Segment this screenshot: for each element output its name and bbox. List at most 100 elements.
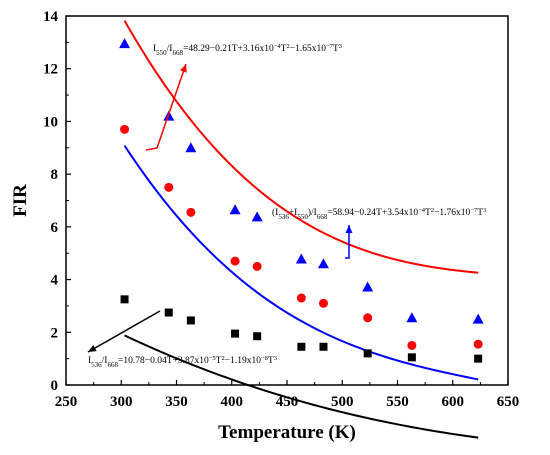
annotation-text-part: =48.29−0.21T+3.16x10 — [183, 44, 274, 54]
square-marker — [297, 342, 306, 351]
annotation-text-part: (I — [272, 207, 278, 218]
circle-marker — [164, 182, 174, 192]
annotation-text-part: −1.19x10 — [225, 356, 261, 366]
plot-frame — [65, 15, 509, 386]
arrow-line — [87, 310, 161, 353]
annotation-text-part: −7 — [326, 43, 334, 50]
tick-labels: 250 300 350 400 450 500 550 600 650 0 2 4 6 8 10 12 14 — [43, 9, 519, 410]
triangle-marker — [317, 258, 329, 269]
fit-curves — [123, 20, 479, 439]
annotation-text-part: T — [268, 356, 274, 366]
x-tick-label: 650 — [497, 394, 520, 410]
triangle-marker — [362, 281, 374, 292]
annotation-text-part: 668 — [172, 49, 183, 57]
square-marker — [319, 342, 328, 351]
square-marker — [253, 332, 262, 341]
annotation-text-part: 2 — [431, 207, 434, 214]
x-axis-label: Temperature (K) — [218, 422, 356, 443]
annotation-text-part: 3 — [339, 43, 342, 50]
circle-marker — [252, 261, 262, 271]
y-tick-label: 8 — [51, 167, 59, 183]
x-tick-label: 250 — [55, 394, 78, 410]
annotation-text-part: /I — [102, 356, 108, 366]
y-tick-label: 2 — [51, 325, 59, 341]
annotation-text-part: 668 — [317, 213, 328, 221]
arrow-head — [88, 344, 97, 352]
square-marker — [164, 308, 173, 317]
y-tick-label: 14 — [43, 9, 59, 25]
annotation-text-part: −4 — [418, 207, 426, 214]
triangle-marker — [295, 253, 307, 264]
annotation-text-part: T — [333, 44, 339, 54]
triangle-marker — [472, 313, 484, 324]
square-marker — [186, 316, 195, 325]
annotation-text-part: I — [88, 356, 91, 366]
x-tick-label: 600 — [442, 394, 465, 410]
arrow-upper-red — [145, 63, 187, 151]
y-axis-label: FIR — [10, 184, 31, 217]
annotation-text-part: =10.78−0.04T+3.87x10 — [118, 356, 209, 366]
square-marker — [363, 349, 372, 358]
x-tick-label: 500 — [331, 394, 354, 410]
y-tick-label: 4 — [51, 273, 59, 289]
y-tick-label: 12 — [43, 62, 58, 78]
data-markers — [119, 38, 484, 363]
x-tick-label: 300 — [110, 394, 133, 410]
annotation-arrows — [87, 63, 353, 353]
x-tick-label: 400 — [221, 394, 244, 410]
annotation-text-part: −5 — [209, 355, 216, 362]
circle-marker — [473, 339, 483, 349]
triangle-marker — [251, 211, 263, 222]
annotation-text-part: )/I — [308, 207, 317, 218]
annotation-text-part: +I — [289, 208, 298, 218]
square-marker — [407, 353, 416, 362]
fit-curve-3 — [124, 334, 479, 439]
annotation-text-part: 536 — [91, 361, 102, 369]
arrow-head — [345, 225, 353, 233]
annotation-text-part: 668 — [107, 361, 118, 369]
circle-marker — [296, 293, 306, 303]
annotation-text-part: T — [216, 356, 222, 366]
annotation-text-part: I — [153, 44, 156, 54]
annotation-text-part: T — [425, 208, 431, 218]
annotation-equation-1: I550/I668=48.29−0.21T+3.16x10−4T2−1.65x1… — [153, 43, 342, 58]
axis-ticks — [65, 15, 509, 386]
triangle-marker — [185, 142, 197, 153]
arrow-line — [145, 63, 187, 151]
circle-marker — [318, 298, 328, 308]
annotation-text-part: =58.94−0.24T+3.54x10 — [327, 208, 418, 218]
annotation-text-part: 550 — [297, 213, 308, 221]
annotation-text-part: 3 — [274, 355, 277, 362]
annotation-text-part: −1.65x10 — [290, 44, 326, 54]
arrow-head — [180, 64, 187, 73]
annotation-text-part: 536 — [278, 213, 289, 221]
circle-marker — [186, 207, 196, 217]
annotation-text-part: −1.76x10 — [434, 208, 470, 218]
triangle-marker — [229, 204, 241, 215]
circle-marker — [120, 124, 130, 134]
annotation-text-part: −4 — [274, 43, 282, 50]
y-tick-label: 6 — [51, 220, 59, 236]
x-tick-label: 350 — [165, 394, 188, 410]
annotation-text-part: T — [477, 208, 483, 218]
y-tick-label: 0 — [51, 378, 59, 394]
annotation-text-part: T — [281, 44, 287, 54]
annotation-text-part: 550 — [156, 49, 167, 57]
annotation-text-part: 2 — [221, 355, 224, 362]
square-marker — [474, 354, 483, 363]
annotations: I550/I668=48.29−0.21T+3.16x10−4T2−1.65x1… — [88, 43, 486, 370]
annotation-equation-3: I536/I668=10.78−0.04T+3.87x10−5T2−1.19x1… — [88, 355, 277, 370]
circle-marker — [363, 313, 373, 323]
circle-marker — [230, 256, 240, 266]
fit-curve-1 — [123, 145, 479, 381]
fit-curve-2 — [123, 20, 479, 274]
arrow-lower-black — [87, 310, 161, 353]
annotation-text-part: 3 — [483, 207, 486, 214]
annotation-equation-2: (I536+I550)/I668=58.94−0.24T+3.54x10−4T2… — [272, 207, 486, 222]
annotation-text-part: −8 — [261, 355, 268, 362]
circle-marker — [407, 340, 417, 350]
y-tick-label: 10 — [43, 114, 58, 130]
arrow-middle-blue — [345, 225, 353, 259]
annotation-text-part: −7 — [470, 207, 478, 214]
